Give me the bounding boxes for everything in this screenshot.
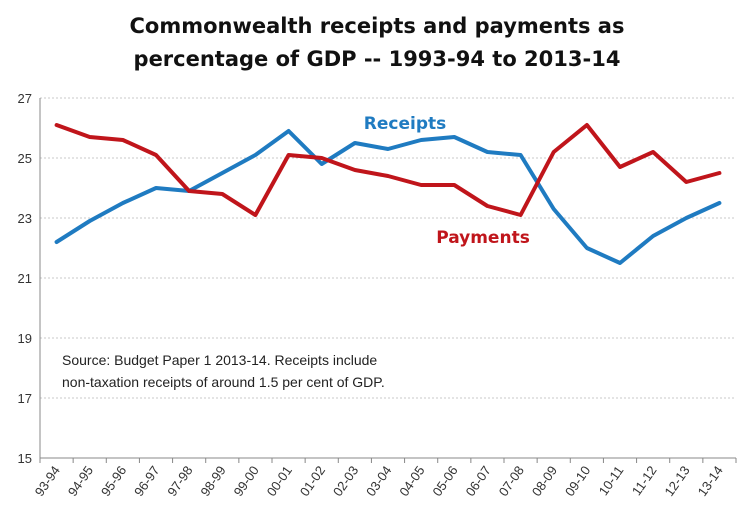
x-tick-label: 12-13 xyxy=(661,463,692,499)
x-tick-label: 09-10 xyxy=(562,463,593,499)
x-tick-label: 97-98 xyxy=(164,463,195,499)
x-tick-label: 13-14 xyxy=(695,463,726,499)
x-tick-label: 02-03 xyxy=(330,463,361,499)
y-tick-label: 27 xyxy=(18,91,32,106)
y-tick-label: 25 xyxy=(18,151,32,166)
x-tick-label: 07-08 xyxy=(496,463,527,499)
grid xyxy=(40,97,736,459)
series-label-receipts: Receipts xyxy=(364,114,446,134)
x-tick-label: 99-00 xyxy=(231,463,262,499)
y-tick-label: 21 xyxy=(18,271,32,286)
series-line-payments xyxy=(54,123,722,217)
x-tick-label: 98-99 xyxy=(197,463,228,499)
x-tick-label: 00-01 xyxy=(264,463,295,499)
x-tick-label: 95-96 xyxy=(98,463,129,499)
x-tick-label: 96-97 xyxy=(131,463,162,499)
x-tick-label: 94-95 xyxy=(65,463,96,499)
x-tick-label: 04-05 xyxy=(396,463,427,499)
x-tick-label: 11-12 xyxy=(629,463,660,498)
y-tick-label: 15 xyxy=(18,451,32,466)
x-tick-label: 10-11 xyxy=(596,463,627,498)
y-tick-label: 19 xyxy=(18,331,32,346)
series xyxy=(54,123,722,265)
series-line-receipts xyxy=(54,129,722,265)
source-note-line-1: Source: Budget Paper 1 2013-14. Receipts… xyxy=(62,352,377,368)
x-tick-label: 93-94 xyxy=(32,463,63,499)
chart-title-line-2: percentage of GDP -- 1993-94 to 2013-14 xyxy=(133,47,621,71)
x-tick-label: 03-04 xyxy=(363,463,394,499)
source-note-line-2: non-taxation receipts of around 1.5 per … xyxy=(62,374,385,390)
x-tick-label: 05-06 xyxy=(429,463,460,499)
y-tick-label: 23 xyxy=(18,211,32,226)
x-tick-label: 08-09 xyxy=(529,463,560,499)
series-label-payments: Payments xyxy=(436,228,530,248)
y-tick-label: 17 xyxy=(18,391,32,406)
chart-title-line-1: Commonwealth receipts and payments as xyxy=(129,14,625,38)
x-tick-label: 06-07 xyxy=(463,463,494,499)
x-tick-label: 01-02 xyxy=(297,463,328,499)
